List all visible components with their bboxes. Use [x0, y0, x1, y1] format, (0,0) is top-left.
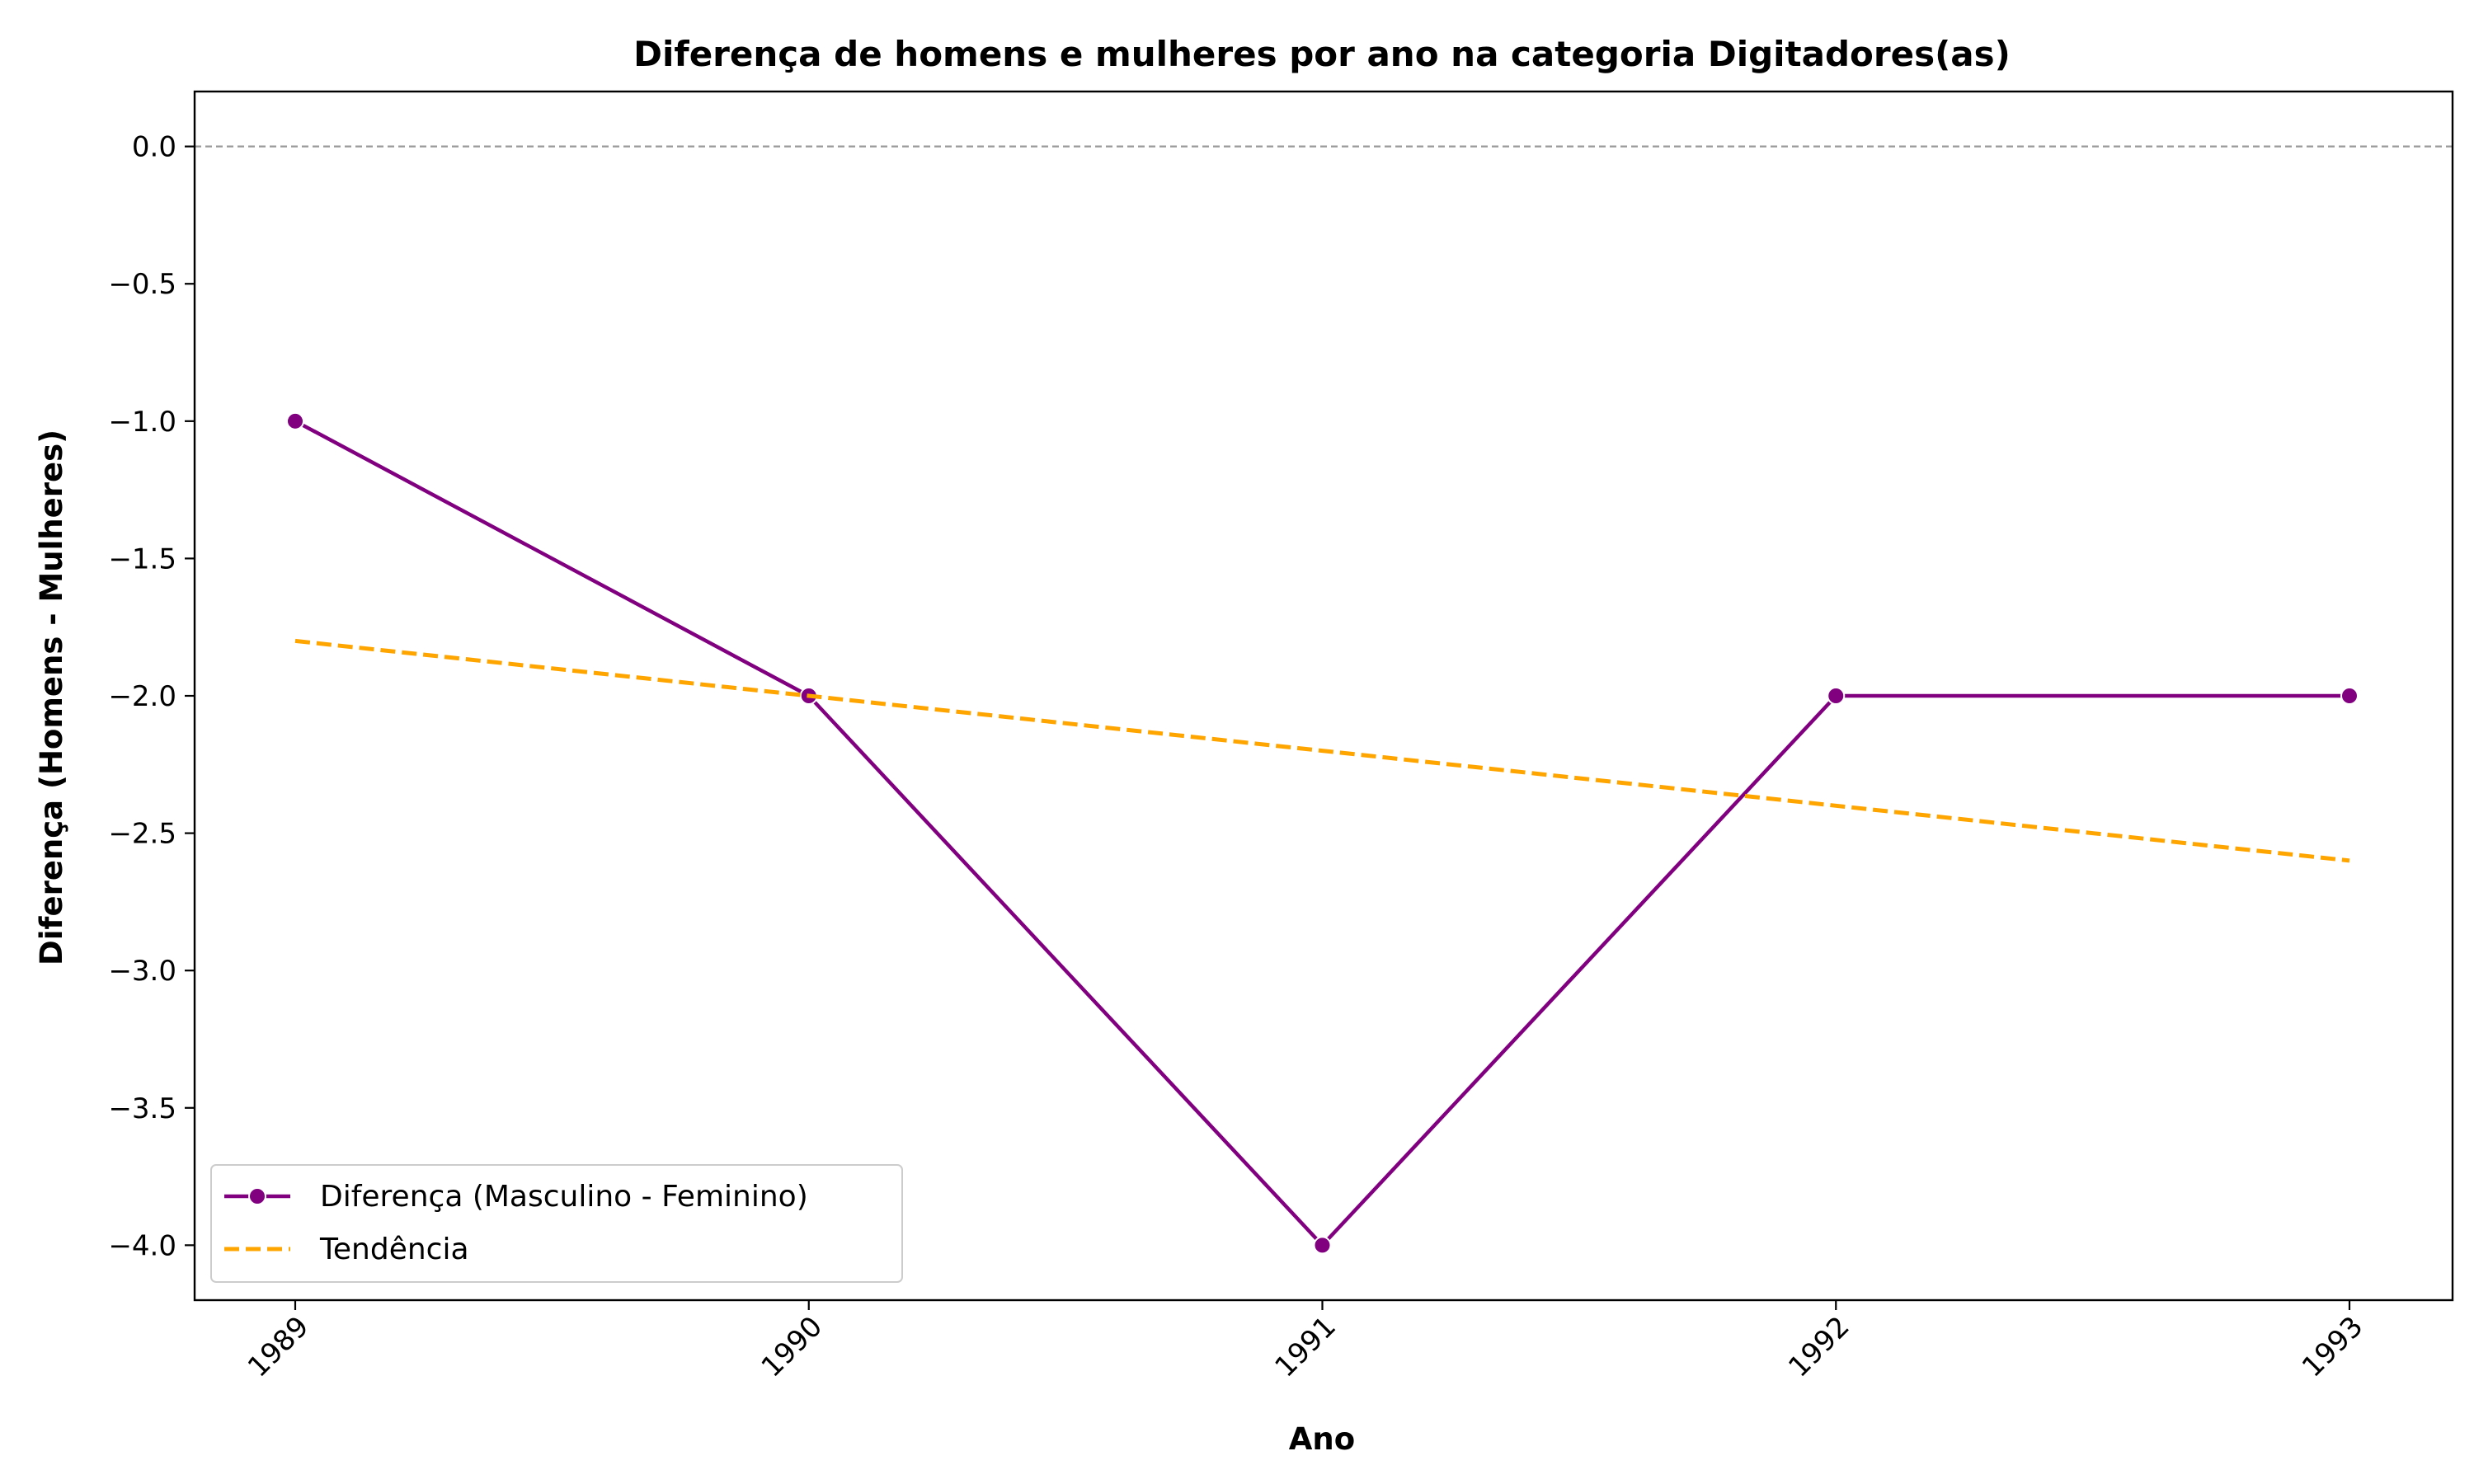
legend-label-0: Diferença (Masculino - Feminino): [320, 1180, 808, 1214]
y-tick-label-4: −2.0: [108, 680, 176, 713]
series-layer: [286, 411, 2359, 1255]
x-tick-label-1: 1990: [755, 1310, 829, 1383]
chart-title: Diferença de homens e mulheres por ano n…: [633, 34, 2011, 74]
y-tick-label-7: −3.5: [108, 1092, 176, 1125]
x-axis-label: Ano: [1289, 1421, 1355, 1457]
legend: Diferença (Masculino - Feminino) Tendênci…: [210, 1164, 903, 1283]
data-point-0-3: [1827, 687, 1846, 705]
y-tick-label-1: −0.5: [108, 268, 176, 301]
data-point-0-4: [2340, 687, 2359, 705]
x-tick-label-4: 1993: [2296, 1310, 2369, 1383]
legend-box: [210, 1164, 903, 1283]
data-point-0-2: [1313, 1236, 1332, 1255]
y-tick-label-6: −3.0: [108, 955, 176, 988]
y-tick-label-8: −4.0: [108, 1229, 176, 1262]
x-tick-label-0: 1989: [242, 1310, 315, 1383]
y-axis-label: Diferença (Homens - Mulheres): [34, 430, 69, 965]
series-line-0: [294, 419, 2349, 1247]
series-line-1: [294, 638, 2350, 863]
x-tick-label-3: 1992: [1782, 1310, 1856, 1383]
y-tick-label-0: 0.0: [132, 131, 176, 164]
data-point-0-0: [286, 411, 304, 430]
y-tick-label-3: −1.5: [108, 542, 176, 575]
y-tick-label-5: −2.5: [108, 818, 176, 851]
legend-label-1: Tendência: [319, 1233, 469, 1266]
y-tick-label-2: −1.0: [108, 406, 176, 439]
x-tick-label-2: 1991: [1268, 1310, 1342, 1383]
legend-swatch-marker-0: [248, 1187, 266, 1205]
